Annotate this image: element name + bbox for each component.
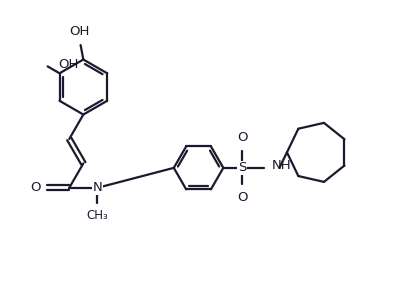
Text: O: O	[31, 181, 41, 194]
Text: N: N	[93, 181, 102, 194]
Text: O: O	[237, 132, 248, 144]
Text: CH₃: CH₃	[86, 209, 108, 222]
Text: S: S	[238, 161, 246, 174]
Text: OH: OH	[59, 58, 79, 71]
Text: O: O	[237, 191, 248, 204]
Text: NH: NH	[272, 159, 291, 172]
Text: OH: OH	[69, 24, 89, 38]
